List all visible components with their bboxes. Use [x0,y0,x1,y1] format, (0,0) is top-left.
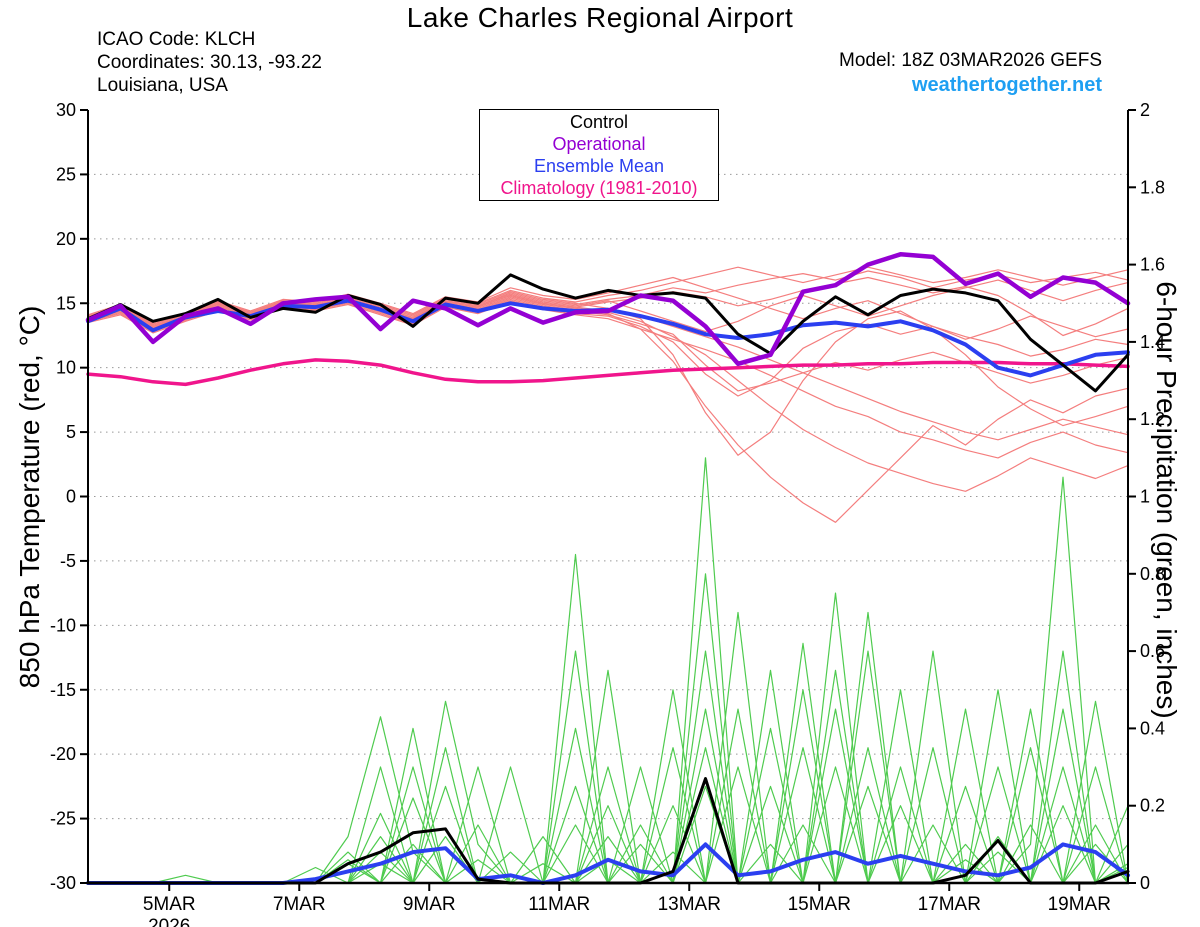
temp-tick-label: 10 [56,358,76,378]
temp-tick-label: 0 [66,487,76,507]
precip-tick-label: 0.2 [1140,796,1165,816]
temp-member-line [87,266,1129,325]
temp-ensemble-members [87,266,1129,523]
date-tick-label: 15MAR [788,894,851,915]
temp-tick-label: 20 [56,229,76,249]
gridlines [88,173,1128,820]
temp-tick-label: 30 [56,100,76,120]
precip-tick-label: 2 [1140,100,1150,120]
year-label: 2026 [148,916,190,927]
precip-member-line [87,650,1129,884]
precip-tick-label: 0 [1140,873,1150,893]
date-tick-label: 5MAR [143,894,196,915]
temp-member-line [87,296,1129,492]
precip-tick-label: 1.6 [1140,255,1165,275]
legend-box: Control Operational Ensemble Mean Climat… [479,109,719,201]
temp-tick-label: 25 [56,164,76,184]
precip-tick-label: 1 [1140,487,1150,507]
station-info: ICAO Code: KLCH Coordinates: 30.13, -93.… [97,28,322,97]
legend-item-operational: Operational [552,134,646,154]
website-link[interactable]: weathertogether.net [911,74,1102,96]
temp-tick-label: -5 [60,551,76,571]
station-coordinates: Coordinates: 30.13, -93.22 [97,52,322,73]
temp-axis-title: 850 hPa Temperature (red, °C) [14,305,45,689]
model-run-label: Model: 18Z 03MAR2026 GEFS [839,50,1102,71]
temp-tick-label: 5 [66,422,76,442]
date-tick-label: 11MAR [528,894,590,915]
station-location: Louisiana, USA [97,75,228,96]
precip-tick-label: 0.6 [1140,641,1165,661]
temp-tick-label: -15 [50,680,76,700]
page-title: Lake Charles Regional Airport [406,2,794,33]
precip-member-line [87,669,1129,884]
date-tick-label: 7MAR [273,894,326,915]
legend-item-ensemble-mean: Ensemble Mean [533,156,665,176]
temp-tick-label: -25 [50,809,76,829]
precip-member-line [87,592,1129,884]
precip-tick-label: 1.2 [1140,409,1165,429]
precip-tick-label: 0.4 [1140,718,1165,738]
temp-tick-label: -30 [50,873,76,893]
precip-axis-title: 6-hour Precipitation (green, inches) [1151,281,1182,719]
precip-member-line [87,689,1129,884]
temp-tick-label: 15 [56,293,76,313]
precip-ensemble-members [87,457,1129,884]
axes: 302520151050-5-10-15-20-25-3021.81.61.41… [50,100,1165,927]
temp-member-line [87,301,1129,459]
legend-item-climatology: Climatology (1981-2010) [500,178,698,198]
precip-tick-label: 0.8 [1140,564,1165,584]
date-tick-label: 9MAR [403,894,456,915]
temp-tick-label: -20 [50,744,76,764]
temp-tick-label: -10 [50,615,76,635]
date-tick-label: 13MAR [658,894,721,915]
operational-line [85,252,1131,367]
precip-control-line [86,777,1130,885]
precip-tick-label: 1.4 [1140,332,1165,352]
station-icao: ICAO Code: KLCH [97,29,256,50]
legend-item-control: Control [569,112,629,132]
climatology-line [86,358,1130,387]
date-tick-label: 19MAR [1048,894,1111,915]
precip-tick-label: 1.8 [1140,177,1165,197]
date-tick-label: 17MAR [918,894,981,915]
temp-member-line [87,276,1129,340]
